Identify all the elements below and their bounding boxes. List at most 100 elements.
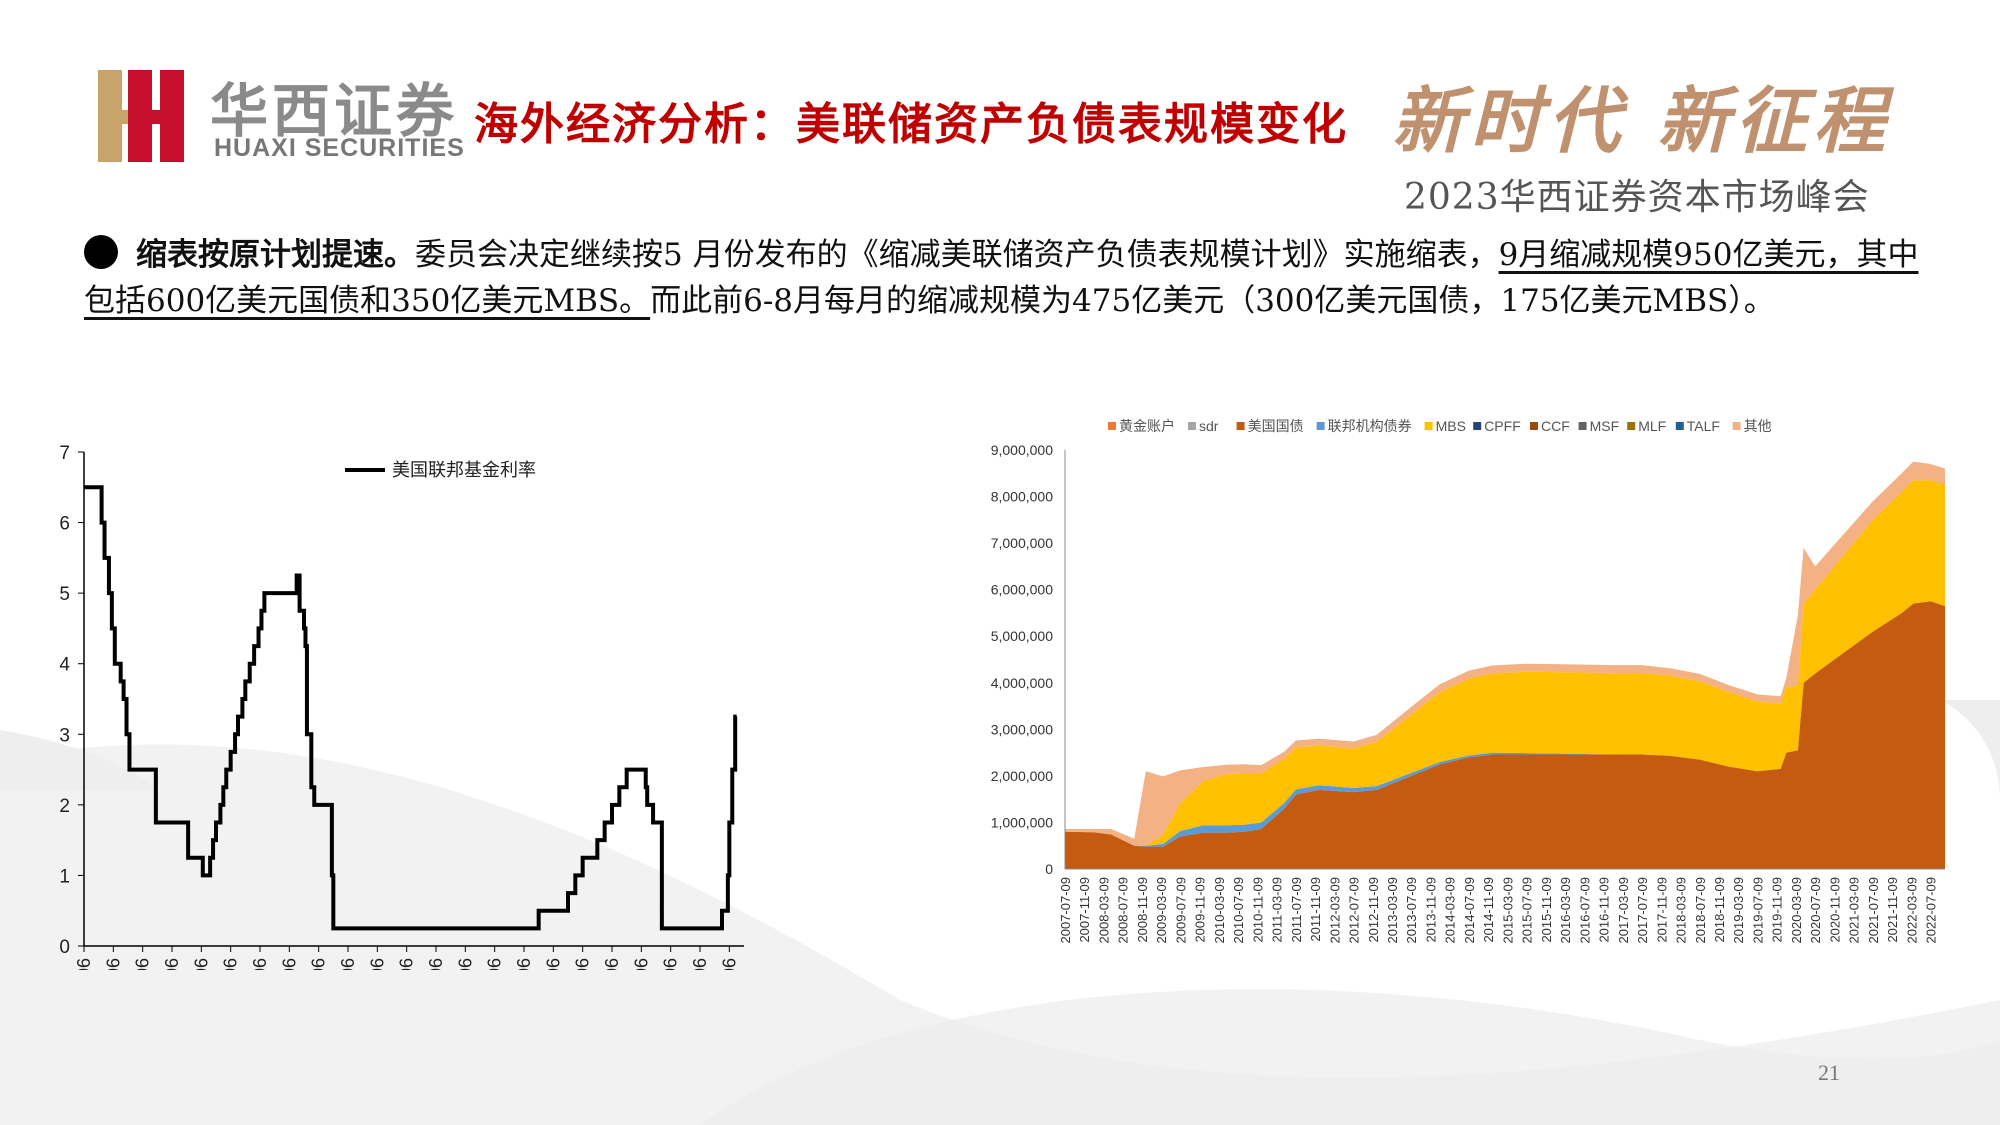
y-tick-label: 1: [59, 866, 70, 887]
right-chart-x-ticks: 2007-07-09 2007-11-09 2008-03-09 2008-07-09…: [1058, 877, 1939, 944]
x-tick-label: 2013-03-09: [1385, 877, 1400, 944]
y-tick-label: 0: [1045, 861, 1053, 877]
x-tick-label: 2011-07-09: [1289, 877, 1304, 943]
legend-swatch: [1530, 422, 1538, 430]
fed-funds-rate-line: [84, 485, 738, 931]
legend-swatch: [1316, 422, 1325, 430]
x-tick-label: 2009-11-09: [1193, 877, 1208, 943]
x-tick-label: 2010-03-09: [1212, 877, 1227, 944]
x-tick-label: 08/06: [309, 958, 329, 970]
y-tick-label: 2: [59, 796, 70, 817]
x-tick-label: 2010-07-09: [1231, 877, 1246, 944]
legend-label: 联邦机构债券: [1328, 418, 1412, 434]
x-tick-label: 2008-11-09: [1135, 877, 1150, 943]
x-tick-label: 2020-07-09: [1808, 877, 1823, 944]
x-tick-label: 2019-03-09: [1731, 877, 1746, 944]
x-tick-label: 2014-11-09: [1481, 877, 1496, 943]
x-tick-label: 20/06: [661, 958, 681, 970]
y-tick-label: 8,000,000: [991, 489, 1053, 505]
body-text-1: 委员会决定继续按5 月份发布的《缩减美联储资产负债表规模计划》实施缩表，: [415, 237, 1499, 273]
fed-balance-sheet-chart: 黄金账户 sdr 美国国债 联邦机构债券 MBS CPFF CCF MSF MLF TALF 其他 …: [991, 418, 1945, 944]
right-chart-areas: [1065, 461, 1945, 869]
x-tick-label: 2012-03-09: [1327, 877, 1342, 944]
legend-label: CPFF: [1484, 418, 1521, 434]
x-tick-label: 2018-03-09: [1674, 877, 1689, 944]
legend-label: 美国国债: [1248, 418, 1304, 434]
y-tick-label: 4: [59, 655, 70, 676]
y-tick-label: 5,000,000: [991, 628, 1053, 644]
x-tick-label: 2011-03-09: [1270, 877, 1285, 943]
area-treasury: [1065, 601, 1945, 869]
x-tick-label: 2017-11-09: [1654, 877, 1669, 943]
event-title: 2023华西证券资本市场峰会: [1404, 177, 1870, 218]
x-tick-label: 00/06: [74, 958, 94, 970]
right-chart-y-ticks: 0 1,000,000 2,000,000 3,000,000 4,000,000 5,0…: [991, 442, 1054, 877]
x-tick-label: 02/06: [133, 958, 153, 970]
y-tick-label: 9,000,000: [991, 442, 1053, 458]
x-tick-label: 2015-03-09: [1500, 877, 1515, 944]
x-tick-label: 2012-07-09: [1347, 877, 1362, 944]
x-tick-label: 10/06: [367, 958, 387, 970]
x-tick-label: 05/06: [221, 958, 241, 970]
brand-name-en: HUAXI SECURITIES: [214, 134, 465, 162]
x-tick-label: 2011-11-09: [1308, 877, 1323, 942]
legend-label: CCF: [1541, 418, 1570, 434]
x-tick-label: 2016-03-09: [1558, 877, 1573, 944]
x-tick-label: 2016-07-09: [1577, 877, 1592, 944]
area-mbs: [1065, 480, 1945, 846]
left-chart-x-ticks: 00/06 01/06 02/06 03/06 04/06 05/06 06/06 07/06…: [74, 946, 739, 970]
x-tick-label: 21/06: [690, 958, 710, 970]
legend-swatch: [1424, 422, 1433, 430]
x-tick-label: 09/06: [338, 958, 358, 970]
x-tick-label: 2019-07-09: [1750, 877, 1765, 944]
left-chart-legend: 美国联邦基金利率: [345, 460, 536, 480]
y-tick-label: 0: [59, 937, 70, 958]
left-chart-axes: [83, 452, 744, 947]
y-tick-label: 7,000,000: [991, 535, 1053, 551]
y-tick-label: 2,000,000: [991, 768, 1053, 784]
right-chart-legend: 黄金账户 sdr 美国国债 联邦机构债券 MBS CPFF CCF MSF MLF TALF 其他: [1108, 418, 1772, 434]
legend-swatch: [1732, 422, 1741, 430]
x-tick-label: 2021-11-09: [1885, 877, 1900, 943]
y-tick-label: 6: [59, 514, 70, 535]
x-tick-label: 2017-07-09: [1635, 877, 1650, 944]
x-tick-label: 2015-07-09: [1520, 877, 1535, 944]
x-tick-label: 03/06: [162, 958, 182, 970]
x-tick-label: 15/06: [514, 958, 534, 970]
x-tick-label: 06/06: [250, 958, 270, 970]
huaxi-logo-icon: [98, 70, 184, 162]
underlined-text: 9月缩减规模950亿美元，其中包括600亿美元国债和350亿美元MBS。: [84, 237, 1919, 319]
x-tick-label: 2010-11-09: [1250, 877, 1265, 943]
x-tick-label: 16/06: [543, 958, 563, 970]
x-tick-label: 2007-11-09: [1077, 877, 1092, 943]
page-title: 海外经济分析：美联储资产负债表规模变化: [474, 99, 1348, 150]
x-tick-label: 2022-03-09: [1904, 877, 1919, 944]
legend-swatch: [1108, 422, 1116, 430]
legend-swatch: [1188, 422, 1196, 430]
x-tick-label: 2012-11-09: [1366, 877, 1381, 943]
x-tick-label: 2013-11-09: [1423, 877, 1438, 943]
x-tick-label: 2008-03-09: [1096, 877, 1111, 944]
bullet-icon: [84, 235, 118, 269]
legend-label: sdr: [1199, 418, 1219, 434]
x-tick-label: 2021-07-09: [1866, 877, 1881, 944]
summary-paragraph: 缩表按原计划提速。委员会决定继续按5 月份发布的《缩减美联储资产负债表规模计划》…: [84, 232, 1934, 324]
x-tick-label: 2009-07-09: [1173, 877, 1188, 944]
x-tick-label: 2014-07-09: [1462, 877, 1477, 944]
right-chart-axes: [1064, 450, 1945, 870]
x-tick-label: 2008-07-09: [1116, 877, 1131, 944]
x-tick-label: 01/06: [103, 958, 123, 970]
x-tick-label: 07/06: [279, 958, 299, 970]
area-other: [1065, 461, 1945, 846]
lead-sentence: 缩表按原计划提速。: [136, 237, 415, 273]
left-chart-y-ticks: 0 1 2 3 4 5 6 7: [59, 443, 84, 958]
x-tick-label: 2020-11-09: [1827, 877, 1842, 943]
x-tick-label: 2020-03-09: [1789, 877, 1804, 944]
y-tick-label: 4,000,000: [991, 675, 1053, 691]
x-tick-label: 2007-07-09: [1058, 877, 1073, 944]
x-tick-label: 19/06: [631, 958, 651, 970]
legend-swatch: [1578, 422, 1587, 430]
x-tick-label: 13/06: [455, 958, 475, 970]
